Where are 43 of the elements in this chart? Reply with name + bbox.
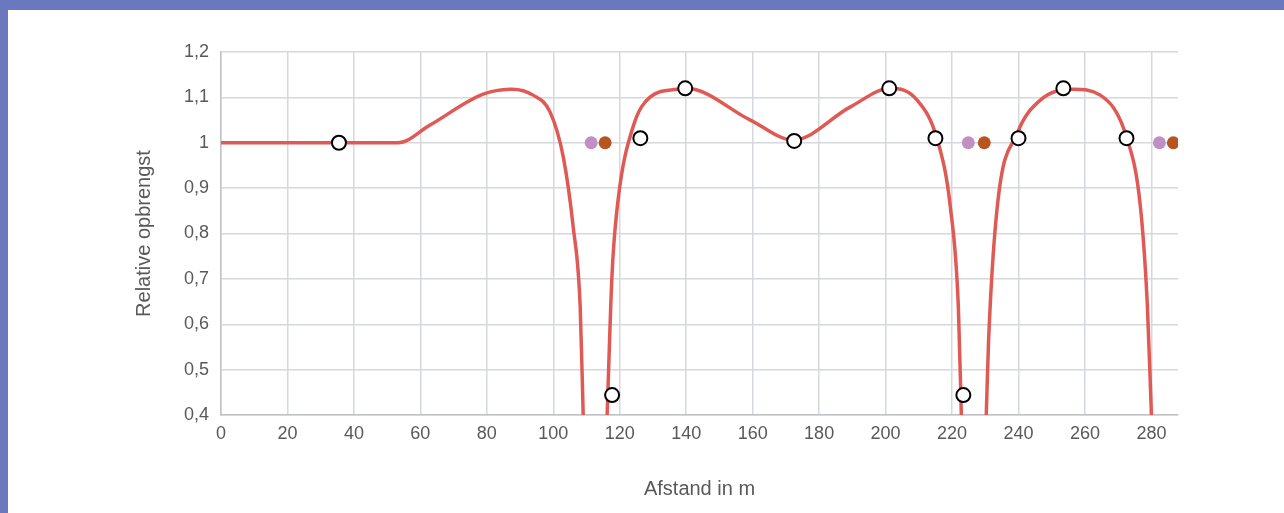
point <box>584 136 598 150</box>
x-tick-label: 0 <box>215 422 227 443</box>
point <box>786 132 803 149</box>
y-tick-label: 0,5 <box>183 358 209 379</box>
point <box>598 136 612 150</box>
x-tick-label: 100 <box>538 422 569 443</box>
y-tick-label: 0,8 <box>183 222 209 243</box>
y-tick-label: 0,9 <box>183 177 209 198</box>
point <box>927 130 944 147</box>
point <box>1055 80 1072 97</box>
x-tick-label: 260 <box>1069 422 1100 443</box>
x-axis-title: Afstand in m <box>643 476 756 499</box>
y-tick-label: 1,1 <box>183 86 209 107</box>
x-tick-label: 60 <box>410 422 431 443</box>
point <box>961 136 975 150</box>
point <box>604 387 621 404</box>
x-tick-label: 120 <box>604 422 635 443</box>
x-tick-label: 200 <box>870 422 901 443</box>
point <box>632 130 649 147</box>
x-tick-label: 280 <box>1136 422 1167 443</box>
x-tick-label: 80 <box>476 422 497 443</box>
y-tick-label: 0,4 <box>183 403 209 424</box>
x-tick-label: 20 <box>277 422 298 443</box>
point <box>1152 136 1166 150</box>
point <box>1010 130 1027 147</box>
point <box>1166 136 1178 150</box>
x-tick-label: 180 <box>804 422 835 443</box>
point <box>955 387 972 404</box>
x-tick-label: 140 <box>671 422 702 443</box>
point <box>677 80 694 97</box>
point <box>1118 130 1135 147</box>
x-tick-label: 40 <box>343 422 364 443</box>
y-tick-label: 0,7 <box>183 267 209 288</box>
y-axis-title: Relative opbrengst <box>131 149 154 317</box>
y-tick-label: 0,6 <box>183 313 209 334</box>
point <box>977 136 991 150</box>
y-tick-label: 1 <box>198 131 209 152</box>
point <box>330 134 347 151</box>
x-tick-label: 160 <box>737 422 768 443</box>
x-tick-label: 220 <box>937 422 968 443</box>
y-tick-label: 1,2 <box>183 40 209 61</box>
x-tick-label: 240 <box>1003 422 1034 443</box>
point <box>881 80 898 97</box>
